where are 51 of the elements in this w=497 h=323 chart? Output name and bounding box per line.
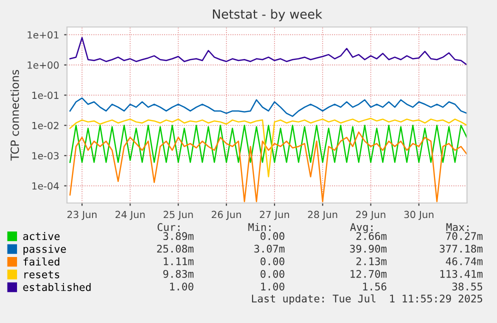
text: Avg: (350, 223, 372, 234)
x-tick-label: 28 Jun (308, 210, 338, 220)
x-tick-label: 26 Jun (212, 210, 241, 220)
legend-label: active (23, 232, 60, 240)
text: Min: (248, 222, 270, 231)
text: 9.83m (163, 270, 194, 278)
text: 12.70m (350, 270, 387, 278)
y-tick-label: 1e-03 (32, 152, 59, 160)
text: 46.74m (446, 257, 483, 266)
text: Last update: Tue Jul 1 11:55:29 2025 (252, 294, 482, 304)
text: 2.13m (356, 257, 387, 266)
legend-label: established (23, 282, 91, 292)
text: 1.00 (261, 282, 284, 290)
y-tick-label: 1e-01 (32, 92, 58, 99)
legend-label: passive (24, 244, 66, 255)
line-series (69, 124, 467, 163)
y-tick-label: 1e-02 (32, 122, 58, 130)
y-tick-label: 1e+00 (28, 61, 59, 69)
text: 1.11m (164, 258, 194, 266)
text: Max: (446, 223, 468, 232)
x-tick-label: 27 Jun (260, 210, 290, 220)
text: 0.00 (260, 257, 284, 266)
x-tick-label: 24 Jun (116, 210, 145, 220)
text: 0.00 (260, 270, 284, 278)
legend-label: resets (24, 270, 60, 278)
text: 38.55 (452, 282, 482, 290)
line-series (69, 118, 467, 178)
x-tick-label: 25 Jun (164, 210, 193, 220)
y-tick-label: 1e+01 (28, 31, 58, 39)
text: 39.90m (350, 244, 387, 253)
legend-label: failed (24, 257, 60, 266)
text: 377.18m (440, 244, 483, 253)
text: 1.56 (363, 282, 386, 290)
y-tick-label: 1e-04 (32, 182, 59, 190)
text: Cur: (158, 223, 180, 232)
text: 3.07m (254, 244, 285, 253)
line-series (69, 97, 467, 117)
x-tick-label: 29 Jun (356, 210, 386, 220)
line-series (69, 37, 467, 66)
text: 1.00 (170, 282, 194, 290)
text: 3.89m (163, 232, 194, 240)
x-tick-label: 30 Jun (404, 210, 434, 220)
text: 2.66m (356, 232, 387, 240)
text: 70.27m (446, 232, 483, 240)
y-axis-title: TCP connections (10, 70, 19, 161)
text: 25.08m (157, 244, 194, 253)
text: 0.00 (260, 232, 284, 240)
text: 113.41m (440, 270, 483, 278)
chart-title: Netstat - by week (212, 9, 322, 22)
x-tick-label: 23 Jun (67, 210, 97, 220)
line-series (69, 131, 467, 202)
